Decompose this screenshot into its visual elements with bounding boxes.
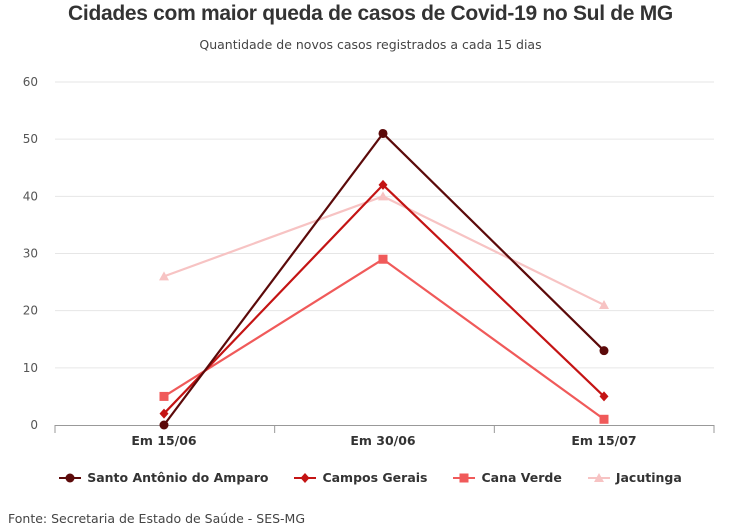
legend-swatch bbox=[587, 472, 610, 482]
data-point bbox=[378, 254, 388, 264]
source-note: Fonte: Secretaria de Estado de Saúde - S… bbox=[8, 511, 306, 526]
chart-subtitle: Quantidade de novos casos registrados a … bbox=[199, 37, 542, 52]
x-tick-label: Em 30/06 bbox=[350, 433, 416, 448]
x-tick-label: Em 15/06 bbox=[131, 433, 197, 448]
y-tick-label: 60 bbox=[23, 75, 38, 89]
series-line bbox=[163, 132, 605, 426]
legend-item[interactable]: Santo Antônio do Amparo bbox=[59, 470, 268, 485]
data-point bbox=[599, 346, 609, 356]
data-point bbox=[159, 420, 169, 430]
y-tick-label: 50 bbox=[23, 132, 38, 146]
data-point bbox=[159, 391, 169, 401]
data-point bbox=[599, 391, 609, 402]
data-point bbox=[599, 299, 609, 309]
y-tick-label: 40 bbox=[23, 189, 38, 203]
legend-item[interactable]: Cana Verde bbox=[453, 470, 562, 485]
y-tick-label: 30 bbox=[23, 247, 38, 261]
y-tick-label: 20 bbox=[23, 304, 38, 318]
chart-title: Cidades com maior queda de casos de Covi… bbox=[68, 2, 673, 25]
data-point bbox=[159, 408, 169, 419]
data-point bbox=[599, 414, 609, 424]
line-chart: 0 10 20 30 40 50 60 Em 15/06 Em 30/06 Em 15/07 bbox=[23, 75, 715, 448]
data-point bbox=[159, 271, 169, 281]
y-tick-label: 10 bbox=[23, 361, 38, 375]
legend-swatch bbox=[453, 473, 476, 482]
data-point bbox=[378, 179, 388, 190]
legend-item[interactable]: Campos Gerais bbox=[294, 470, 427, 485]
legend-label: Cana Verde bbox=[481, 470, 562, 485]
series-line bbox=[163, 195, 605, 306]
series-line bbox=[163, 258, 605, 421]
chart-legend: Santo Antônio do Amparo Campos Gerais Cana… bbox=[0, 470, 741, 485]
series-line bbox=[163, 183, 605, 415]
legend-swatch bbox=[294, 472, 317, 483]
legend-swatch bbox=[59, 473, 82, 482]
legend-item[interactable]: Jacutinga bbox=[587, 470, 682, 485]
data-point bbox=[378, 128, 388, 138]
legend-label: Santo Antônio do Amparo bbox=[87, 470, 269, 485]
y-tick-label: 0 bbox=[30, 418, 38, 432]
x-tick-label: Em 15/07 bbox=[571, 433, 636, 448]
legend-label: Campos Gerais bbox=[322, 470, 428, 485]
data-point bbox=[378, 191, 388, 201]
legend-label: Jacutinga bbox=[615, 470, 682, 485]
